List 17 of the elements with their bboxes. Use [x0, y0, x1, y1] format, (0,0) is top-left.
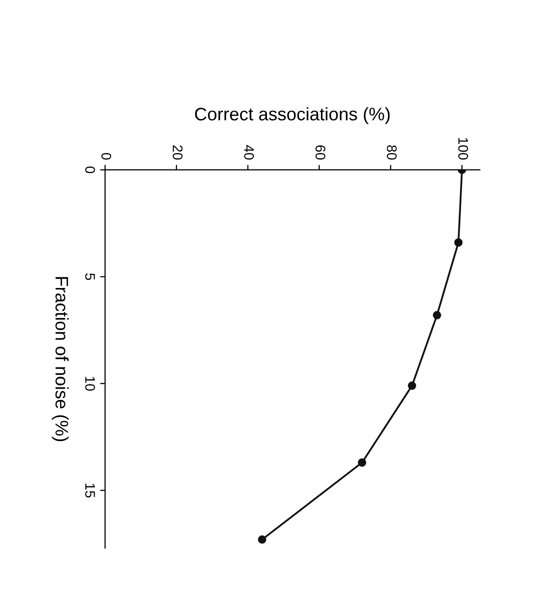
y-axis-title: Fraction of noise (%): [52, 277, 69, 442]
x-tick-label: 80: [386, 145, 397, 160]
y-tick-label: 0: [85, 166, 95, 174]
y-tick-label: 10: [85, 376, 95, 391]
x-axis-title: Correct associations (%): [195, 107, 390, 124]
point: [408, 382, 416, 390]
point: [454, 238, 463, 247]
x-tick-label: 60: [315, 145, 326, 160]
y-tick-label: 15: [85, 484, 95, 498]
x-tick-label: 40: [244, 145, 254, 160]
point: [358, 458, 366, 467]
point: [432, 310, 442, 320]
x-tick-label: 20: [172, 145, 183, 160]
x-tick-label: 0: [101, 152, 112, 160]
y-tick-label: 5: [85, 273, 95, 280]
x-tick-label: 100: [458, 138, 468, 160]
point: [258, 535, 266, 544]
